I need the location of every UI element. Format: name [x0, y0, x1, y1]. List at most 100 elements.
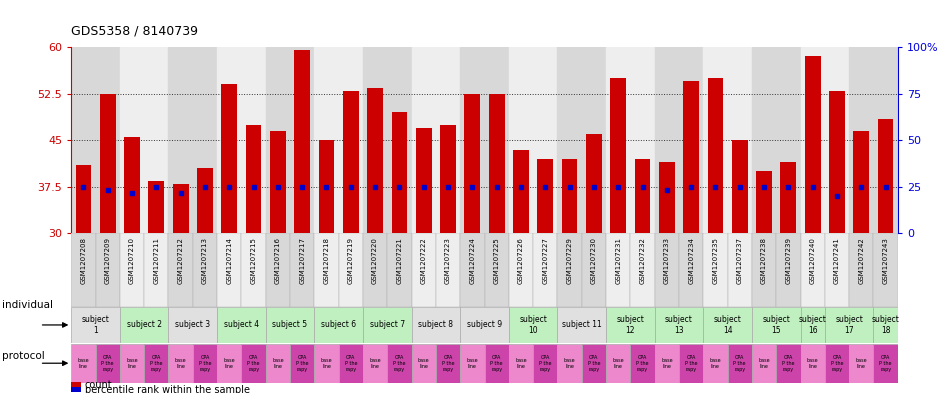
Bar [460, 47, 485, 233]
Bar [558, 233, 581, 307]
Text: subject
18: subject 18 [872, 315, 900, 335]
Bar [120, 307, 168, 343]
Bar [96, 47, 120, 233]
Text: base
line: base line [418, 358, 429, 369]
Bar [221, 84, 238, 233]
Text: base
line: base line [855, 358, 867, 369]
Bar [751, 344, 776, 383]
Text: subject
13: subject 13 [665, 315, 693, 335]
Bar [314, 233, 338, 307]
Bar [266, 344, 290, 383]
Bar [436, 344, 460, 383]
Bar [266, 233, 290, 307]
Bar [655, 233, 679, 307]
Bar [781, 162, 796, 233]
Bar [314, 344, 338, 383]
Bar [751, 47, 776, 233]
Bar [314, 307, 363, 343]
Bar [218, 344, 241, 383]
Text: GSM1207240: GSM1207240 [809, 237, 816, 284]
Bar [416, 128, 431, 233]
Text: count: count [85, 380, 112, 389]
Text: subject 2: subject 2 [126, 320, 162, 329]
Text: base
line: base line [710, 358, 721, 369]
Text: CPA
P the
rapy: CPA P the rapy [880, 355, 892, 371]
Bar [513, 150, 529, 233]
Text: GSM1207215: GSM1207215 [251, 237, 256, 284]
Bar [270, 131, 286, 233]
Text: base
line: base line [563, 358, 576, 369]
Bar [509, 344, 533, 383]
Bar [168, 307, 218, 343]
Text: CPA
P the
rapy: CPA P the rapy [393, 355, 406, 371]
Bar [460, 344, 485, 383]
Bar [825, 344, 849, 383]
Bar [728, 233, 751, 307]
Text: GSM1207234: GSM1207234 [688, 237, 694, 284]
Bar [411, 47, 436, 233]
Bar [218, 233, 241, 307]
Bar [388, 344, 411, 383]
Bar [266, 47, 290, 233]
Text: subject
15: subject 15 [762, 315, 790, 335]
Bar [776, 344, 801, 383]
Bar [776, 47, 801, 233]
Bar [440, 125, 456, 233]
Bar [436, 47, 460, 233]
Text: subject
16: subject 16 [799, 315, 826, 335]
Text: CPA
P the
rapy: CPA P the rapy [830, 355, 844, 371]
Text: CPA
P the
rapy: CPA P the rapy [490, 355, 503, 371]
Bar [148, 181, 164, 233]
Text: GSM1207216: GSM1207216 [275, 237, 281, 284]
Bar [586, 134, 601, 233]
Text: GSM1207212: GSM1207212 [178, 237, 183, 284]
Text: GSM1207213: GSM1207213 [202, 237, 208, 284]
Bar [509, 47, 533, 233]
Bar [849, 344, 873, 383]
Text: base
line: base line [175, 358, 186, 369]
Bar [801, 307, 825, 343]
Bar [290, 233, 314, 307]
Bar [635, 159, 651, 233]
Bar [338, 47, 363, 233]
Text: GSM1207227: GSM1207227 [542, 237, 548, 284]
Text: GSM1207238: GSM1207238 [761, 237, 767, 284]
Bar [100, 94, 116, 233]
Bar [294, 50, 310, 233]
Text: GSM1207211: GSM1207211 [153, 237, 160, 284]
Text: GSM1207241: GSM1207241 [834, 237, 840, 284]
Bar [610, 78, 626, 233]
Text: GSM1207242: GSM1207242 [858, 237, 864, 284]
Bar [241, 344, 266, 383]
Bar [708, 78, 723, 233]
Bar [756, 171, 772, 233]
Bar [71, 344, 96, 383]
Bar [197, 168, 213, 233]
Text: base
line: base line [758, 358, 770, 369]
Text: GDS5358 / 8140739: GDS5358 / 8140739 [71, 24, 199, 37]
Bar [388, 47, 411, 233]
Bar [71, 307, 120, 343]
Text: CPA
P the
rapy: CPA P the rapy [102, 355, 114, 371]
Text: CPA
P the
rapy: CPA P the rapy [199, 355, 211, 371]
Text: CPA
P the
rapy: CPA P the rapy [733, 355, 746, 371]
Bar [533, 344, 558, 383]
Bar [703, 344, 728, 383]
Bar [728, 344, 751, 383]
Text: subject
17: subject 17 [835, 315, 863, 335]
Bar [581, 344, 606, 383]
Text: individual: individual [2, 299, 53, 310]
Text: GSM1207223: GSM1207223 [445, 237, 451, 284]
Bar [849, 47, 873, 233]
Text: GSM1207210: GSM1207210 [129, 237, 135, 284]
Bar [343, 91, 359, 233]
Text: subject 3: subject 3 [175, 320, 210, 329]
Bar [460, 307, 509, 343]
Bar [606, 47, 631, 233]
Text: CPA
P the
rapy: CPA P the rapy [588, 355, 600, 371]
Bar [290, 47, 314, 233]
Bar [75, 165, 91, 233]
Bar [703, 233, 728, 307]
Bar [538, 159, 553, 233]
Text: base
line: base line [126, 358, 138, 369]
